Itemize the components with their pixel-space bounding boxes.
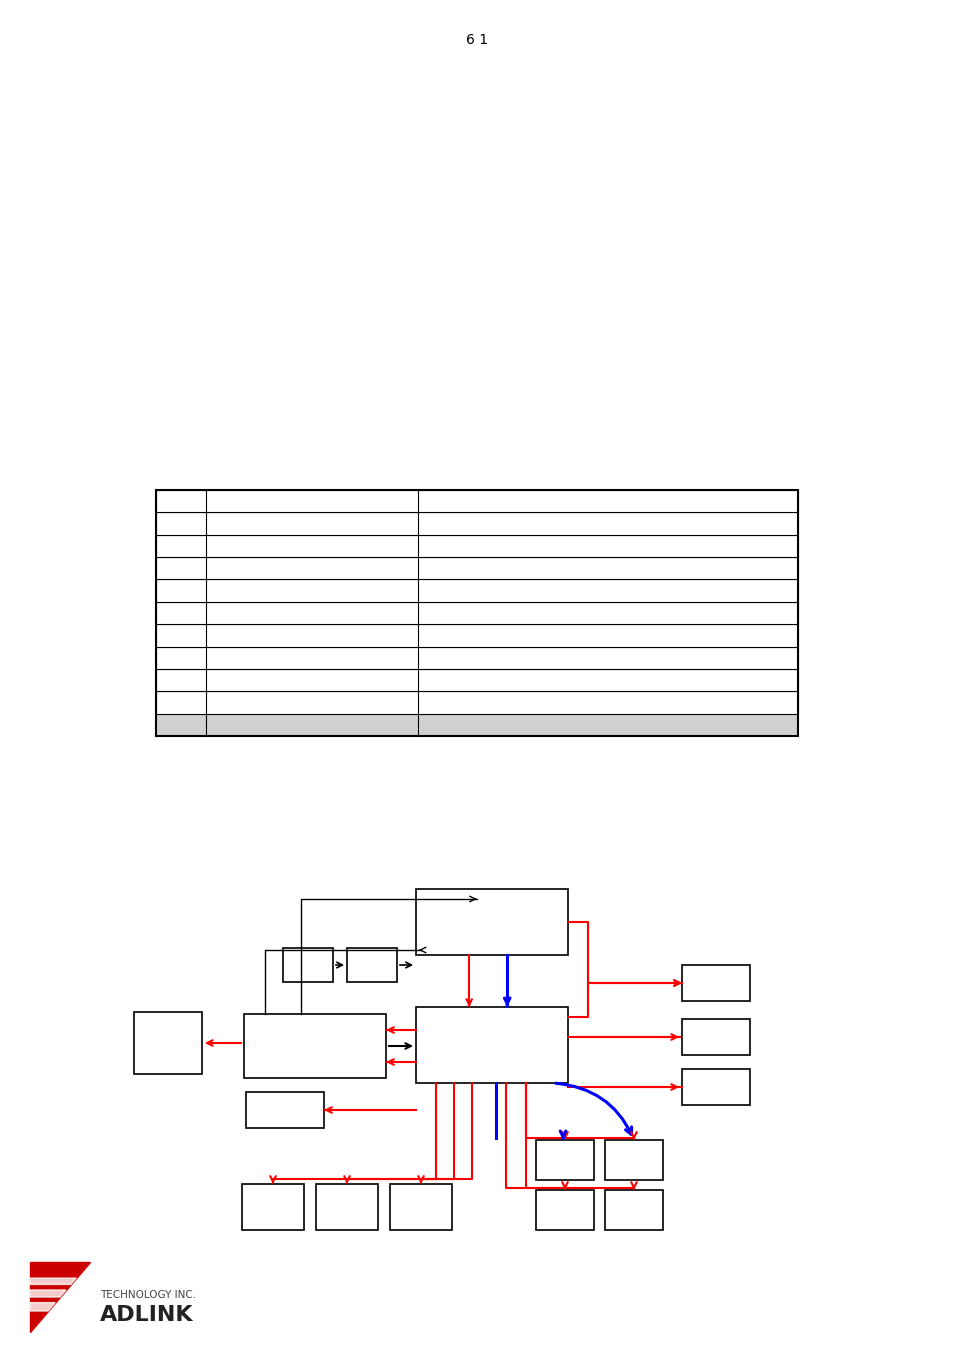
Bar (156, 513, 797, 535)
Bar (604, 1189, 662, 1230)
Bar (244, 1014, 386, 1079)
Bar (536, 1139, 594, 1180)
Bar (242, 1184, 304, 1230)
Bar (156, 490, 797, 736)
Bar (416, 890, 567, 954)
Polygon shape (30, 1278, 76, 1284)
Bar (156, 579, 797, 602)
Bar (156, 602, 797, 624)
Polygon shape (30, 1303, 55, 1311)
Bar (156, 490, 797, 513)
Text: ADLINK: ADLINK (100, 1305, 193, 1324)
Bar (416, 1007, 567, 1083)
Bar (156, 714, 797, 736)
Bar (156, 535, 797, 558)
Bar (681, 965, 749, 1000)
Text: TECHNOLOGY INC.: TECHNOLOGY INC. (100, 1291, 196, 1300)
Bar (604, 1139, 662, 1180)
Bar (156, 624, 797, 647)
Bar (133, 1012, 202, 1075)
Bar (283, 948, 333, 981)
Polygon shape (30, 1291, 66, 1297)
Bar (156, 647, 797, 668)
Bar (681, 1069, 749, 1106)
Polygon shape (30, 1262, 90, 1332)
Bar (156, 691, 797, 714)
Bar (156, 558, 797, 579)
Bar (347, 948, 396, 981)
Bar (390, 1184, 452, 1230)
Text: 6 1: 6 1 (465, 32, 488, 47)
Bar (246, 1092, 324, 1129)
Bar (536, 1189, 594, 1230)
Bar (156, 668, 797, 691)
Bar (681, 1019, 749, 1054)
Bar (315, 1184, 377, 1230)
